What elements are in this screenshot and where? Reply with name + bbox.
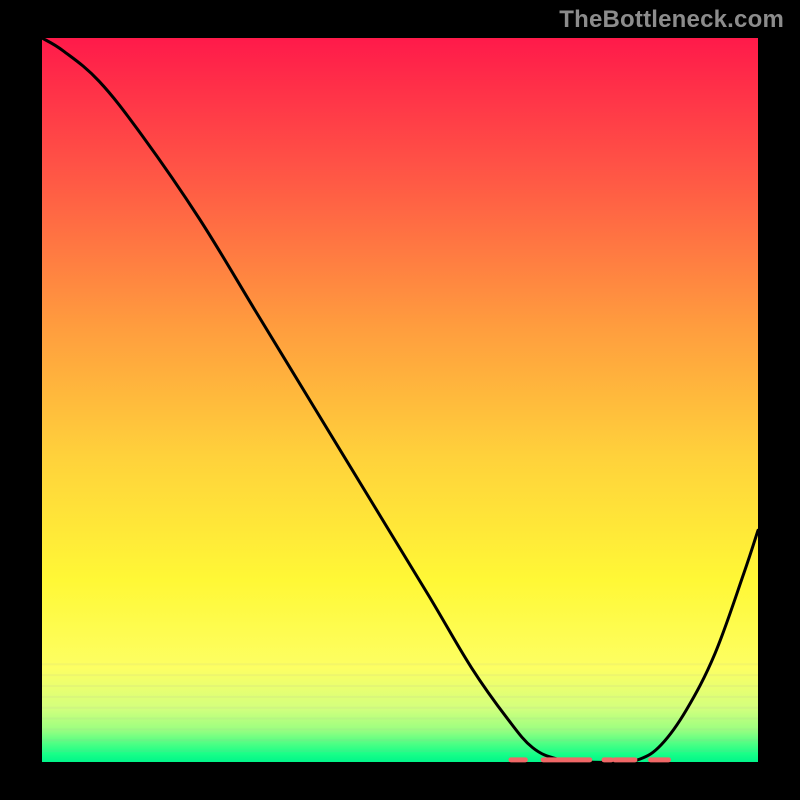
chart-svg — [0, 0, 800, 800]
chart-root: TheBottleneck.com — [0, 0, 800, 800]
